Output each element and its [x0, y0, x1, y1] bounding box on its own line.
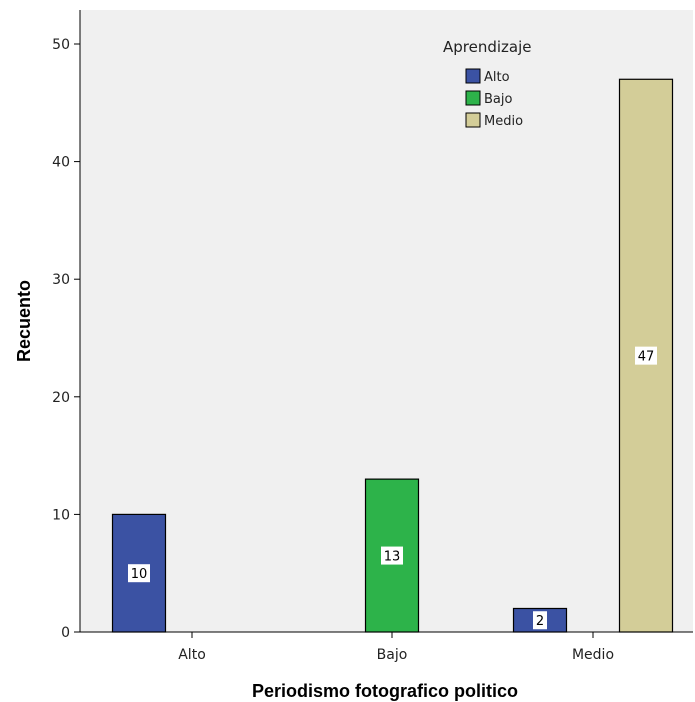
y-tick-label: 40: [52, 155, 70, 171]
data-label: 47: [638, 350, 655, 365]
data-label: 10: [131, 567, 148, 582]
data-label: 2: [536, 614, 544, 629]
y-tick-label: 50: [52, 37, 70, 53]
data-label-box: [381, 546, 403, 565]
x-tick-label: Bajo: [377, 647, 408, 663]
y-tick-label: 20: [52, 390, 70, 406]
data-label-box: [533, 611, 547, 630]
y-tick-label: 30: [52, 272, 70, 288]
data-label-box: [128, 564, 150, 583]
y-axis-ticks: 0 10 20 30 40 50: [52, 37, 80, 641]
x-tick-label: Medio: [572, 647, 614, 663]
legend-swatch-medio: [465, 112, 481, 128]
x-tick-label: Alto: [178, 647, 206, 663]
x-axis-ticks: Alto Bajo Medio: [178, 632, 614, 663]
legend-label-alto: Alto: [484, 70, 510, 85]
legend-swatch-alto: [465, 68, 481, 84]
data-labels: 10 13 2 47: [128, 346, 657, 630]
data-label-box: [635, 346, 657, 365]
y-axis-title: Recuento: [14, 280, 34, 362]
data-label: 13: [384, 550, 401, 565]
legend-label-bajo: Bajo: [484, 92, 512, 107]
y-tick-label: 10: [52, 507, 70, 523]
legend-swatch-bajo: [465, 90, 481, 106]
y-tick-label: 0: [61, 625, 70, 641]
legend-label-medio: Medio: [484, 114, 523, 129]
x-axis-title: Periodismo fotografico politico: [252, 681, 518, 701]
legend-title: Aprendizaje: [443, 38, 532, 56]
legend: Aprendizaje Alto Bajo Medio: [443, 38, 532, 129]
